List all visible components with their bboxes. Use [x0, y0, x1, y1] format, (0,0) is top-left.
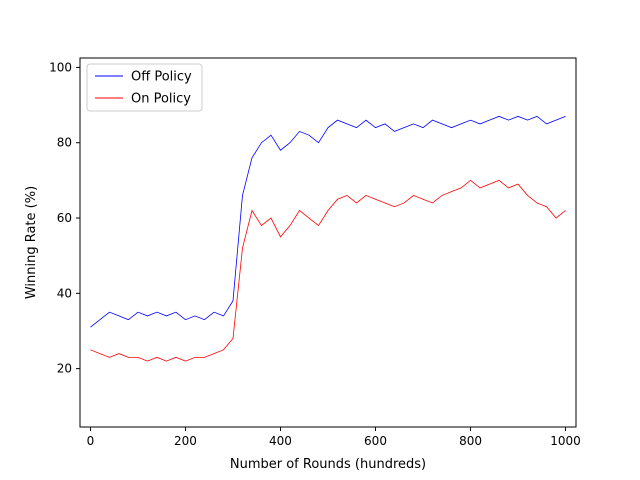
y-tick-label: 60: [57, 211, 72, 225]
y-tick-label: 20: [57, 362, 72, 376]
x-tick-label: 1000: [550, 434, 581, 448]
x-axis-label: Number of Rounds (hundreds): [230, 457, 426, 472]
series-line-on-policy: [90, 179, 566, 362]
series-layer: [90, 115, 566, 362]
x-tick-label: 800: [459, 434, 482, 448]
x-tick-label: 0: [87, 434, 95, 448]
x-axis-ticks: 0 200 400 600 800 1000: [87, 427, 581, 448]
legend-label-on-policy: On Policy: [131, 92, 191, 107]
x-tick-label: 400: [269, 434, 292, 448]
y-axis-label: Winning Rate (%): [24, 186, 39, 299]
y-axis-ticks: 20 40 60 80 100: [49, 60, 80, 376]
y-tick-label: 40: [57, 286, 72, 300]
plot-frame: [79, 57, 577, 428]
x-tick-label: 600: [364, 434, 387, 448]
y-tick-label: 80: [57, 136, 72, 150]
series-line-off-policy: [90, 115, 566, 328]
x-tick-label: 200: [174, 434, 197, 448]
legend-label-off-policy: Off Policy: [131, 70, 192, 85]
y-tick-label: 100: [49, 60, 72, 74]
legend: Off Policy On Policy: [86, 63, 203, 112]
